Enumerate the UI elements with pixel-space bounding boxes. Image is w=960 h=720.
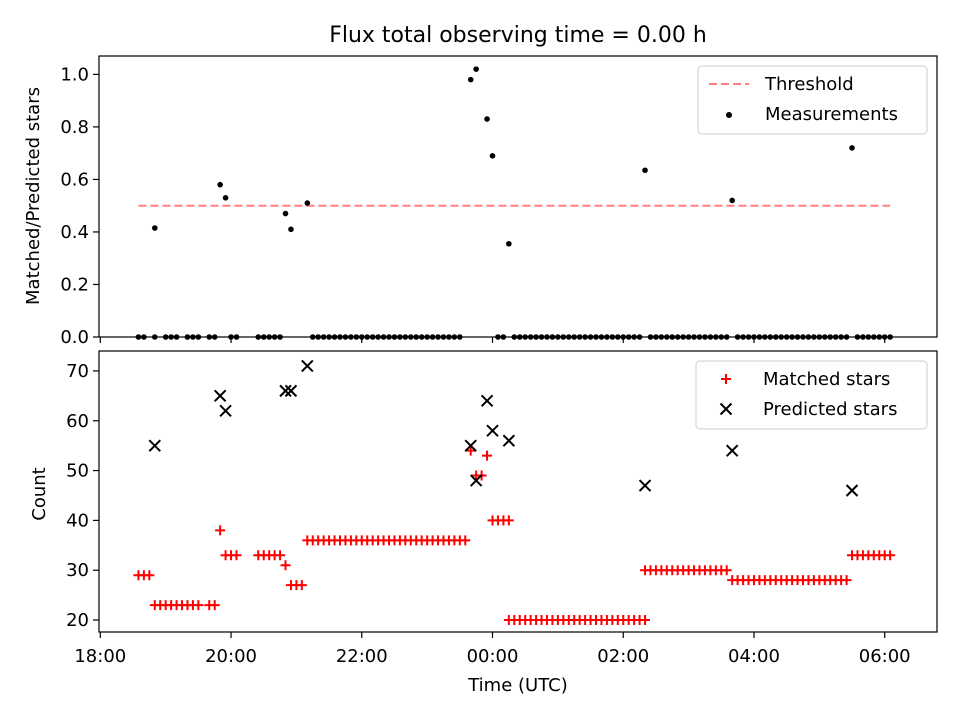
top-axes-frame <box>98 55 938 338</box>
measurement-point <box>849 145 855 151</box>
bottom-y-tick-label: 30 <box>66 560 89 581</box>
matched-star-point <box>193 600 204 611</box>
measurement-point <box>642 167 648 174</box>
matched-star-point <box>460 535 471 546</box>
predicted-star-point <box>284 384 298 398</box>
bottom-plot-marks <box>133 359 896 626</box>
predicted-star-point <box>464 439 477 452</box>
predicted-star-point <box>486 424 499 437</box>
top-legend-box <box>697 65 928 135</box>
measurement-point <box>282 210 289 217</box>
matched-star-point <box>215 525 226 536</box>
x-tick-label: 20:00 <box>205 646 257 667</box>
chart-title: Flux total observing time = 0.00 h <box>329 23 707 48</box>
measurement-point <box>473 66 479 72</box>
bottom-y-tick-label: 60 <box>66 411 89 432</box>
predicted-star-point <box>845 484 859 497</box>
bottom-y-axis-label: Count <box>29 467 50 520</box>
legend-measurements-swatch <box>726 112 732 118</box>
predicted-star-point <box>301 359 314 373</box>
bottom-legend: Matched stars Predicted stars <box>695 360 928 430</box>
measurement-point <box>288 226 294 233</box>
top-y-tick-label: 0.2 <box>60 274 89 295</box>
bottom-y-tick-label: 50 <box>66 461 89 482</box>
legend-threshold-label: Threshold <box>764 74 854 95</box>
bottom-y-tick-label: 40 <box>66 510 89 531</box>
predicted-star-point <box>279 384 292 398</box>
measurement-point <box>467 76 474 83</box>
x-tick-label: 02:00 <box>597 646 649 667</box>
x-tick-label: 22:00 <box>336 646 388 667</box>
measurement-point <box>217 181 223 188</box>
legend-matched-swatch <box>721 374 731 384</box>
matched-star-point <box>503 515 514 526</box>
top-y-tick-label: 0.0 <box>60 327 89 348</box>
predicted-star-point <box>638 479 652 492</box>
x-axis-label: Time (UTC) <box>467 675 568 696</box>
matched-star-point <box>209 600 220 611</box>
matched-star-point <box>721 565 732 576</box>
top-legend: Threshold Measurements <box>697 65 928 135</box>
top-ticks: 0.0 0.2 0.4 0.6 0.8 1.0 <box>60 64 886 348</box>
matched-star-point <box>280 560 291 571</box>
measurement-point <box>506 240 512 247</box>
matched-star-point <box>841 575 852 586</box>
legend-measurements-label: Measurements <box>765 104 898 125</box>
bottom-y-tick-label: 70 <box>66 361 89 382</box>
x-tick-label: 00:00 <box>467 646 519 667</box>
measurement-point <box>222 195 229 201</box>
legend-predicted-label: Predicted stars <box>763 399 897 420</box>
matched-star-point <box>144 570 155 581</box>
matched-star-point <box>482 450 493 461</box>
measurement-point <box>484 116 490 122</box>
measurement-point <box>151 225 158 231</box>
matched-star-point <box>465 445 476 456</box>
predicted-star-point <box>469 474 483 487</box>
matched-star-point <box>640 615 651 626</box>
legend-predicted-swatch <box>719 402 733 416</box>
top-panel: 0.0 0.2 0.4 0.6 0.8 1.0 Matched/Predicted sta… <box>23 55 938 348</box>
measurement-point <box>489 152 496 159</box>
predicted-star-point <box>480 394 494 408</box>
predicted-star-point <box>219 404 232 417</box>
top-y-axis-label: Matched/Predicted stars <box>23 87 44 305</box>
predicted-star-point <box>148 439 161 452</box>
x-tick-label: 18:00 <box>74 646 126 667</box>
bottom-y-tick-label: 20 <box>66 610 89 631</box>
top-y-tick-label: 1.0 <box>60 64 89 85</box>
predicted-star-point <box>502 434 516 447</box>
matched-star-point <box>231 550 242 561</box>
matched-star-point <box>275 550 286 561</box>
measurement-point <box>304 200 311 206</box>
bottom-axes-frame <box>98 350 938 633</box>
matched-star-point <box>885 550 896 561</box>
x-tick-label: 04:00 <box>728 646 780 667</box>
predicted-star-point <box>725 444 739 457</box>
legend-matched-label: Matched stars <box>763 369 890 390</box>
matched-star-point <box>296 580 307 591</box>
x-tick-label: 06:00 <box>859 646 911 667</box>
bottom-legend-box <box>695 360 928 430</box>
legend-predicted-marker <box>719 402 733 416</box>
bottom-panel: 20 30 40 50 60 70 18:00 20:00 22:00 00:00 02:00 04:… <box>29 350 938 696</box>
top-y-tick-label: 0.8 <box>60 117 89 138</box>
legend-matched-marker <box>721 374 731 384</box>
top-y-tick-label: 0.6 <box>60 169 89 190</box>
predicted-star-point <box>213 389 227 403</box>
top-y-tick-label: 0.4 <box>60 222 89 243</box>
bottom-ticks: 20 30 40 50 60 70 18:00 20:00 22:00 00:00 02:00 04:… <box>66 361 911 667</box>
measurement-point <box>729 197 735 204</box>
